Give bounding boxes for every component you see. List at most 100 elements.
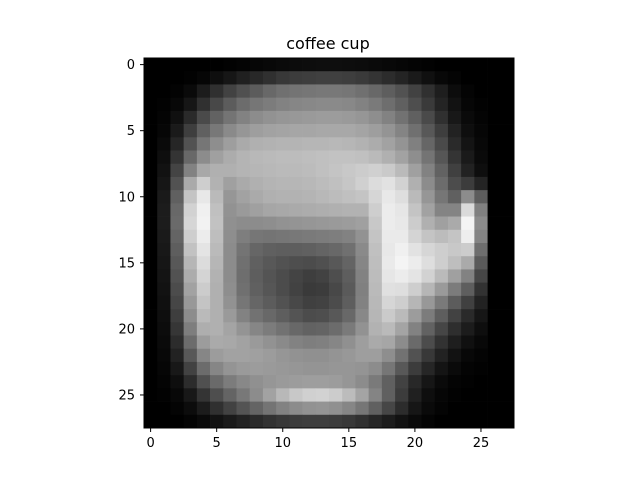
heatmap-cell <box>170 177 184 191</box>
heatmap-cell <box>170 151 184 165</box>
heatmap-cell <box>316 362 330 376</box>
heatmap-cell <box>422 283 436 297</box>
heatmap-cell <box>250 203 264 217</box>
heatmap-cell <box>448 309 462 323</box>
heatmap-cell <box>289 322 303 336</box>
heatmap-cell <box>263 296 277 310</box>
heatmap-cell <box>474 309 488 323</box>
x-tick-label: 20 <box>407 436 424 451</box>
heatmap-cell <box>461 283 475 297</box>
heatmap-cell <box>316 151 330 165</box>
heatmap-cell <box>355 98 369 112</box>
heatmap-cell <box>316 322 330 336</box>
heatmap-cell <box>303 230 317 244</box>
heatmap-cell <box>355 349 369 363</box>
heatmap-cell <box>501 58 515 72</box>
heatmap-cell <box>144 336 158 350</box>
heatmap-cell <box>223 111 237 125</box>
heatmap-cell <box>210 177 224 191</box>
heatmap-cell <box>197 98 211 112</box>
heatmap-cell <box>250 283 264 297</box>
heatmap-cell <box>223 362 237 376</box>
heatmap-cell <box>369 71 383 85</box>
heatmap-cell <box>144 256 158 270</box>
heatmap-cell <box>342 98 356 112</box>
heatmap-cell <box>316 375 330 389</box>
heatmap-cell <box>170 402 184 416</box>
heatmap-cell <box>144 362 158 376</box>
heatmap-cell <box>342 362 356 376</box>
heatmap-cell <box>382 243 396 257</box>
heatmap-cell <box>448 243 462 257</box>
heatmap-cell <box>435 84 449 98</box>
heatmap-cell <box>289 71 303 85</box>
heatmap-cell <box>223 322 237 336</box>
heatmap-cell <box>474 256 488 270</box>
heatmap-cell <box>289 84 303 98</box>
heatmap-cell <box>157 296 171 310</box>
heatmap-cell <box>316 71 330 85</box>
heatmap-cell <box>250 243 264 257</box>
heatmap-cell <box>276 388 290 402</box>
heatmap-cell <box>461 322 475 336</box>
heatmap-cell <box>395 322 409 336</box>
heatmap-cell <box>355 309 369 323</box>
heatmap-cell <box>184 256 198 270</box>
heatmap-cell <box>342 415 356 429</box>
heatmap-cell <box>448 322 462 336</box>
heatmap-cell <box>355 269 369 283</box>
heatmap-cell <box>382 256 396 270</box>
heatmap-cell <box>355 58 369 72</box>
heatmap-cell <box>355 296 369 310</box>
heatmap-cell <box>395 388 409 402</box>
heatmap-cell <box>382 349 396 363</box>
heatmap-cell <box>170 84 184 98</box>
heatmap-cell <box>250 336 264 350</box>
heatmap-cell <box>435 190 449 204</box>
heatmap-cell <box>276 58 290 72</box>
heatmap-cell <box>289 296 303 310</box>
heatmap-cell <box>197 243 211 257</box>
heatmap-cell <box>144 84 158 98</box>
heatmap-cell <box>184 230 198 244</box>
heatmap-cell <box>276 362 290 376</box>
heatmap-cell <box>303 98 317 112</box>
heatmap-cell <box>237 203 251 217</box>
heatmap-cell <box>488 203 502 217</box>
heatmap-cell <box>157 164 171 178</box>
heatmap-cell <box>342 71 356 85</box>
heatmap-cell <box>197 230 211 244</box>
heatmap-cell <box>316 124 330 138</box>
heatmap-cell <box>461 388 475 402</box>
heatmap-cell <box>184 322 198 336</box>
heatmap-cell <box>422 217 436 231</box>
heatmap-cell <box>501 84 515 98</box>
heatmap-cell <box>355 111 369 125</box>
heatmap-cell <box>369 322 383 336</box>
heatmap-cell <box>170 190 184 204</box>
heatmap-cell <box>144 177 158 191</box>
heatmap-cell <box>422 98 436 112</box>
heatmap-cell <box>422 164 436 178</box>
heatmap-cell <box>144 217 158 231</box>
heatmap-cell <box>355 230 369 244</box>
heatmap-cell <box>448 388 462 402</box>
heatmap-cell <box>170 111 184 125</box>
heatmap-cell <box>276 111 290 125</box>
heatmap-cell <box>461 177 475 191</box>
heatmap-cell <box>369 58 383 72</box>
heatmap-cell <box>369 177 383 191</box>
heatmap-cell <box>263 388 277 402</box>
heatmap-cell <box>276 230 290 244</box>
heatmap-cell <box>501 309 515 323</box>
heatmap-cell <box>144 111 158 125</box>
heatmap-cell <box>422 124 436 138</box>
heatmap-cell <box>250 190 264 204</box>
heatmap-cell <box>144 269 158 283</box>
heatmap-cell <box>289 336 303 350</box>
heatmap-cell <box>223 388 237 402</box>
heatmap-cell <box>303 58 317 72</box>
heatmap-cell <box>501 402 515 416</box>
heatmap-cell <box>369 283 383 297</box>
heatmap-cell <box>488 256 502 270</box>
